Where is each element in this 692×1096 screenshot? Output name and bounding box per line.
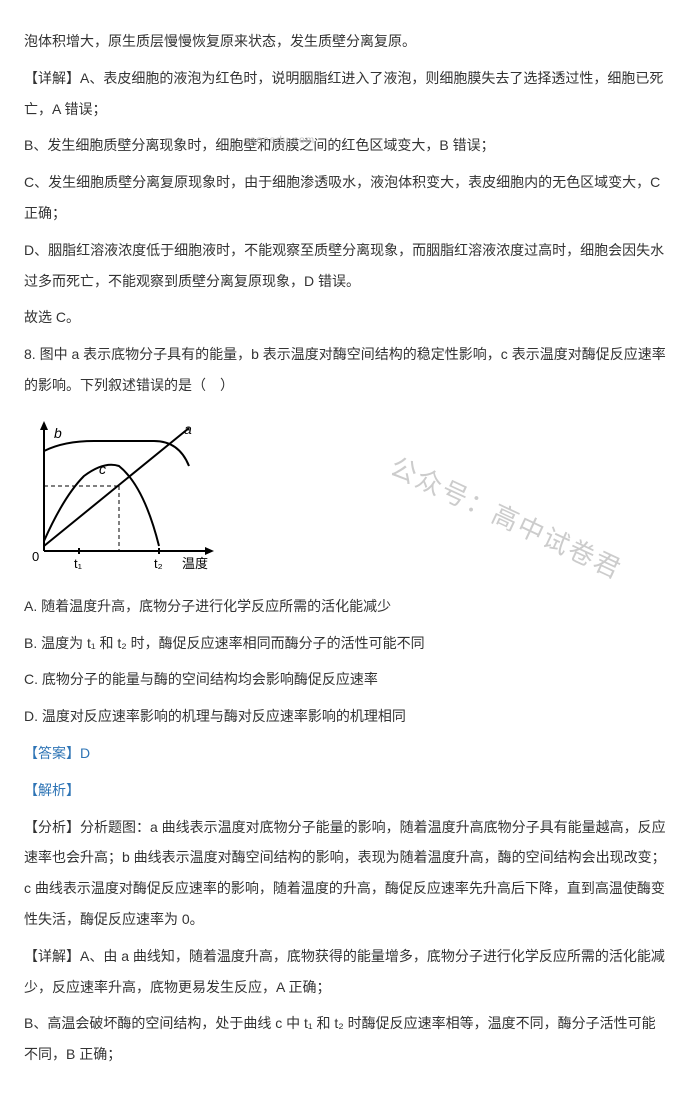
watermark: 公众号：高中试卷君 <box>380 439 633 597</box>
question-stem: 8. 图中 a 表示底物分子具有的能量，b 表示温度对酶空间结构的稳定性影响，c… <box>24 339 668 401</box>
label-c: c <box>99 461 106 477</box>
option-b: B. 温度为 t₁ 和 t₂ 时，酶促反应速率相同而酶分子的活性可能不同 <box>24 628 668 659</box>
paragraph: 泡体积增大，原生质层慢慢恢复原来状态，发生质壁分离复原。 <box>24 26 668 57</box>
option-a: A. 随着温度升高，底物分子进行化学反应所需的活化能减少 <box>24 591 668 622</box>
paragraph: 故选 C。 <box>24 302 668 333</box>
paragraph: C、发生细胞质壁分离复原现象时，由于细胞渗透吸水，液泡体积变大，表皮细胞内的无色… <box>24 167 668 229</box>
label-b: b <box>54 425 62 441</box>
svg-text:0: 0 <box>32 549 39 564</box>
paragraph: B、发生细胞质壁分离现象时，细胞壁和质膜之间的红色区域变大，B 错误； <box>24 130 668 161</box>
svg-text:t₂: t₂ <box>154 556 163 571</box>
paragraph: D、胭脂红溶液浓度低于细胞液时，不能观察至质壁分离现象，而胭脂红溶液浓度过高时，… <box>24 235 668 297</box>
analysis-label: 【解析】 <box>24 775 668 806</box>
answer: 【答案】D <box>24 738 668 769</box>
paragraph: 【分析】分析题图：a 曲线表示温度对底物分子能量的影响，随着温度升高底物分子具有… <box>24 812 668 935</box>
option-d: D. 温度对反应速率影响的机理与酶对反应速率影响的机理相同 <box>24 701 668 732</box>
line-chart: a b c 0 t₁ t₂ 温度 <box>24 416 224 576</box>
paragraph: 【详解】A、表皮细胞的液泡为红色时，说明胭脂红进入了液泡，则细胞膜失去了选择透过… <box>24 63 668 125</box>
paragraph: 【详解】A、由 a 曲线知，随着温度升高，底物获得的能量增多，底物分子进行化学反… <box>24 941 668 1003</box>
svg-text:t₁: t₁ <box>74 556 83 571</box>
svg-text:温度: 温度 <box>182 556 208 571</box>
option-c: C. 底物分子的能量与酶的空间结构均会影响酶促反应速率 <box>24 664 668 695</box>
paragraph: B、高温会破坏酶的空间结构，处于曲线 c 中 t₁ 和 t₂ 时酶促反应速率相等… <box>24 1008 668 1070</box>
watermark-small: aooedu.com <box>250 130 315 152</box>
label-a: a <box>184 421 192 437</box>
